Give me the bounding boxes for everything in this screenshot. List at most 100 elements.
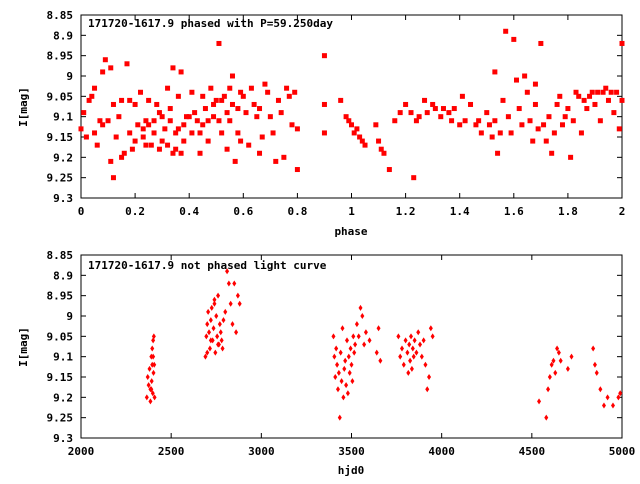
unphased-data-point bbox=[349, 361, 354, 368]
unphased-y-tick-label: 8.85 bbox=[47, 249, 74, 262]
phased-data-point bbox=[392, 118, 398, 124]
phased-data-point bbox=[86, 97, 92, 103]
phased-data-point bbox=[597, 118, 603, 124]
phased-data-point bbox=[532, 81, 538, 87]
phased-data-point bbox=[127, 97, 133, 103]
phased-data-point bbox=[551, 130, 557, 136]
phased-data-point bbox=[205, 118, 211, 124]
phased-data-point bbox=[459, 93, 465, 99]
phased-data-point bbox=[378, 146, 384, 152]
phased-data-point bbox=[273, 158, 279, 164]
unphased-data-point bbox=[146, 382, 151, 389]
phased-data-point bbox=[235, 130, 241, 136]
phased-data-point bbox=[175, 93, 181, 99]
unphased-data-point bbox=[150, 361, 155, 368]
phased-data-point bbox=[262, 81, 268, 87]
phased-data-point bbox=[476, 118, 482, 124]
phased-data-point bbox=[478, 130, 484, 136]
unphased-data-point bbox=[341, 394, 346, 401]
phased-data-point bbox=[229, 73, 235, 79]
phased-data-point bbox=[573, 89, 579, 95]
unphased-data-point bbox=[335, 386, 340, 393]
phased-data-point bbox=[581, 97, 587, 103]
phased-data-point bbox=[108, 65, 114, 71]
unphased-data-point bbox=[150, 390, 155, 397]
phased-data-point bbox=[321, 101, 327, 107]
phased-data-point bbox=[543, 138, 549, 144]
unphased-data-point bbox=[374, 349, 379, 356]
phased-data-point bbox=[156, 146, 162, 152]
phased-data-point bbox=[530, 138, 536, 144]
phased-data-point bbox=[338, 97, 344, 103]
phased-data-point bbox=[127, 130, 133, 136]
phased-y-tick-label: 8.85 bbox=[47, 9, 74, 22]
phased-data-point bbox=[321, 53, 327, 59]
phased-data-point bbox=[349, 122, 354, 128]
phased-data-point bbox=[224, 146, 230, 152]
phased-data-point bbox=[178, 150, 184, 156]
unphased-y-tick-label: 9.3 bbox=[53, 432, 73, 445]
phased-data-point bbox=[167, 118, 173, 124]
phased-data-point bbox=[154, 101, 160, 107]
phased-data-point bbox=[110, 101, 116, 107]
phased-data-point bbox=[451, 106, 457, 112]
unphased-data-point bbox=[418, 341, 423, 348]
phased-data-point bbox=[286, 93, 292, 99]
phased-data-point bbox=[592, 101, 598, 107]
phased-y-tick-label: 9.05 bbox=[47, 90, 74, 103]
phased-data-point bbox=[267, 114, 273, 120]
phased-data-point bbox=[102, 57, 108, 63]
phased-data-point bbox=[265, 89, 271, 95]
unphased-data-point bbox=[334, 345, 339, 352]
phased-data-point bbox=[189, 130, 195, 136]
unphased-data-point bbox=[225, 268, 230, 275]
unphased-data-point bbox=[425, 386, 430, 393]
phased-data-point bbox=[584, 106, 590, 112]
unphased-data-point bbox=[549, 361, 554, 368]
phased-y-tick-label: 9.15 bbox=[47, 131, 74, 144]
unphased-x-axis-label: hjd0 bbox=[338, 464, 365, 477]
unphased-data-point bbox=[337, 414, 342, 421]
phased-data-point bbox=[519, 122, 525, 128]
phased-data-point bbox=[505, 114, 511, 120]
unphased-data-point bbox=[537, 398, 542, 405]
unphased-data-point bbox=[555, 345, 560, 352]
unphased-data-point bbox=[598, 386, 603, 393]
phased-data-point bbox=[289, 122, 295, 128]
phased-data-point bbox=[197, 150, 203, 156]
unphased-data-point bbox=[147, 365, 152, 372]
phased-data-point bbox=[138, 89, 144, 95]
unphased-data-point bbox=[403, 337, 408, 344]
phased-data-point bbox=[189, 89, 195, 95]
unphased-data-point bbox=[335, 361, 340, 368]
unphased-data-point bbox=[360, 313, 365, 319]
phased-data-point bbox=[121, 150, 127, 156]
unphased-data-point bbox=[214, 313, 219, 319]
phased-data-point bbox=[224, 110, 230, 116]
unphased-data-point bbox=[358, 304, 363, 311]
phased-data-point bbox=[235, 106, 241, 112]
phased-data-point bbox=[381, 150, 387, 156]
phased-x-tick-label: 1.8 bbox=[558, 205, 578, 218]
phased-data-point bbox=[151, 118, 157, 124]
phased-data-point bbox=[173, 130, 179, 136]
phased-data-point bbox=[227, 85, 233, 91]
unphased-data-point bbox=[152, 394, 157, 401]
unphased-x-tick-label: 4500 bbox=[519, 445, 546, 458]
unphased-data-point bbox=[427, 374, 432, 380]
phased-data-point bbox=[183, 114, 189, 120]
unphased-data-point bbox=[354, 321, 359, 328]
phased-data-point bbox=[165, 85, 171, 91]
phased-data-point bbox=[221, 93, 227, 99]
phased-x-tick-label: 1.4 bbox=[450, 205, 470, 218]
unphased-data-point bbox=[605, 394, 610, 401]
phased-data-point bbox=[508, 130, 514, 136]
unphased-data-point bbox=[150, 345, 155, 352]
unphased-x-tick-label: 4000 bbox=[428, 445, 455, 458]
unphased-data-point bbox=[332, 353, 337, 360]
unphased-data-point bbox=[333, 374, 338, 380]
phased-data-point bbox=[321, 130, 327, 136]
phased-data-point bbox=[81, 110, 87, 116]
phased-data-point bbox=[376, 138, 382, 144]
unphased-data-point bbox=[350, 378, 355, 385]
